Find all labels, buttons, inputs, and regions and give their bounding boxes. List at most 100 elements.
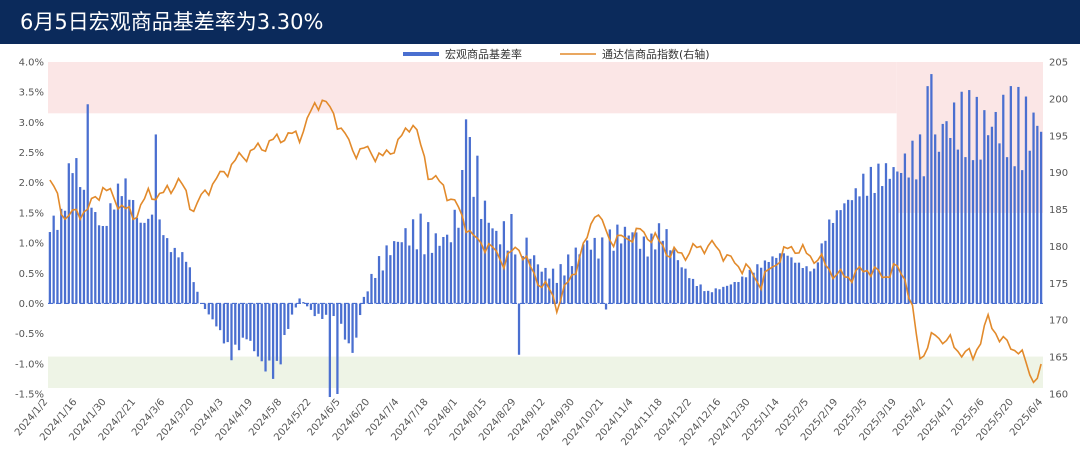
legend: 宏观商品基差率 通达信商品指数(右轴): [403, 47, 710, 61]
bar-basis: [767, 261, 770, 304]
bar-basis: [945, 121, 948, 304]
bar-basis: [468, 137, 471, 304]
bar-basis: [854, 188, 857, 304]
bar-basis: [184, 261, 188, 304]
bar-basis: [782, 253, 785, 304]
bar-basis: [271, 303, 275, 379]
bar-basis: [298, 298, 301, 304]
bar-basis: [650, 233, 653, 304]
bar-basis: [135, 217, 139, 304]
bar-basis: [328, 303, 331, 398]
y-right-tick-label: 205: [1049, 58, 1068, 69]
y-right-tick-label: 170: [1049, 316, 1068, 327]
bar-basis: [404, 228, 407, 304]
bar-basis: [480, 218, 483, 304]
bar-basis: [419, 213, 422, 304]
bar-basis: [778, 253, 782, 304]
bar-basis: [162, 235, 165, 304]
bar-basis: [987, 135, 990, 304]
bar-basis: [411, 219, 415, 304]
bar-basis: [143, 222, 146, 304]
bar-basis: [1002, 94, 1005, 304]
bar-basis: [631, 232, 634, 304]
y-right-tick-label: 160: [1049, 390, 1068, 401]
bar-basis: [831, 222, 835, 304]
bar-basis: [865, 195, 869, 304]
bar-basis: [794, 262, 797, 304]
bar-basis: [672, 249, 676, 304]
bar-basis: [847, 199, 850, 304]
bar-basis: [245, 303, 248, 340]
y-right-tick-label: 190: [1049, 168, 1068, 179]
bar-basis: [665, 229, 668, 304]
bar-basis: [680, 267, 683, 304]
bar-basis: [578, 254, 581, 304]
legend-swatch-basis: [403, 52, 439, 56]
bar-basis: [434, 233, 437, 304]
bar-basis: [381, 270, 384, 304]
legend-label-basis: 宏观商品基差率: [445, 47, 522, 61]
bar-basis: [763, 260, 767, 304]
y-axis-left: 4.0% 3.5% 3.0% 2.5% 2.0% 1.5% 1.0% 0.5% 0.0% -0.5…: [15, 58, 44, 401]
bar-basis: [253, 303, 256, 352]
bar-basis: [396, 241, 400, 304]
bar-basis: [306, 303, 309, 307]
bar-basis: [438, 245, 441, 304]
bar-basis: [990, 126, 994, 304]
bar-basis: [166, 238, 169, 304]
bar-basis: [888, 178, 891, 304]
bar-basis: [555, 282, 558, 304]
bar-basis: [964, 157, 967, 304]
bar-basis: [533, 255, 536, 304]
bar-basis: [691, 278, 695, 304]
bar-basis: [158, 219, 161, 304]
bar-basis: [154, 134, 157, 304]
bar-basis: [589, 249, 593, 304]
bar-basis: [567, 254, 570, 304]
bar-basis: [393, 241, 396, 304]
bar-basis: [358, 303, 362, 316]
bar-basis: [351, 303, 354, 353]
bar-basis: [427, 222, 430, 304]
bar-basis: [805, 266, 808, 304]
bar-basis: [430, 252, 434, 304]
bar-basis: [377, 256, 381, 304]
bar-basis: [506, 250, 509, 304]
bar-basis: [79, 187, 82, 304]
bar-basis: [177, 257, 180, 304]
bar-basis: [1017, 86, 1020, 304]
bar-basis: [336, 303, 339, 394]
y-left-tick-label: -0.5%: [15, 329, 44, 340]
bar-basis: [234, 303, 237, 345]
bar-basis: [582, 244, 585, 304]
bar-basis: [67, 163, 70, 304]
bar-basis: [1005, 157, 1009, 304]
bar-basis: [998, 143, 1001, 304]
bar-basis: [101, 225, 104, 304]
y-axis-right: 205 200 195 190 185 180 175 170 165 160: [1049, 58, 1068, 401]
bar-basis: [355, 303, 358, 338]
bar-basis: [294, 303, 297, 308]
bar-basis: [487, 222, 490, 304]
bar-basis: [627, 235, 630, 304]
bar-basis: [529, 258, 532, 304]
bar-basis: [593, 237, 596, 304]
bar-basis: [934, 134, 937, 304]
y-right-tick-label: 200: [1049, 94, 1068, 105]
bar-basis: [302, 302, 305, 304]
bar-basis: [97, 225, 101, 304]
bar-basis: [105, 225, 108, 304]
bar-basis: [612, 250, 615, 304]
line-series-index: [49, 99, 1042, 384]
bar-basis: [290, 303, 294, 315]
bar-basis: [979, 159, 982, 304]
bar-basis: [287, 303, 290, 329]
bar-basis: [219, 303, 222, 331]
bar-basis: [1028, 150, 1031, 304]
bar-basis: [623, 226, 627, 304]
y-left-tick-label: 0.5%: [19, 269, 44, 280]
bar-basis: [264, 303, 267, 372]
bar-basis: [699, 284, 702, 304]
bar-basis: [669, 250, 672, 304]
bar-basis: [313, 303, 316, 317]
